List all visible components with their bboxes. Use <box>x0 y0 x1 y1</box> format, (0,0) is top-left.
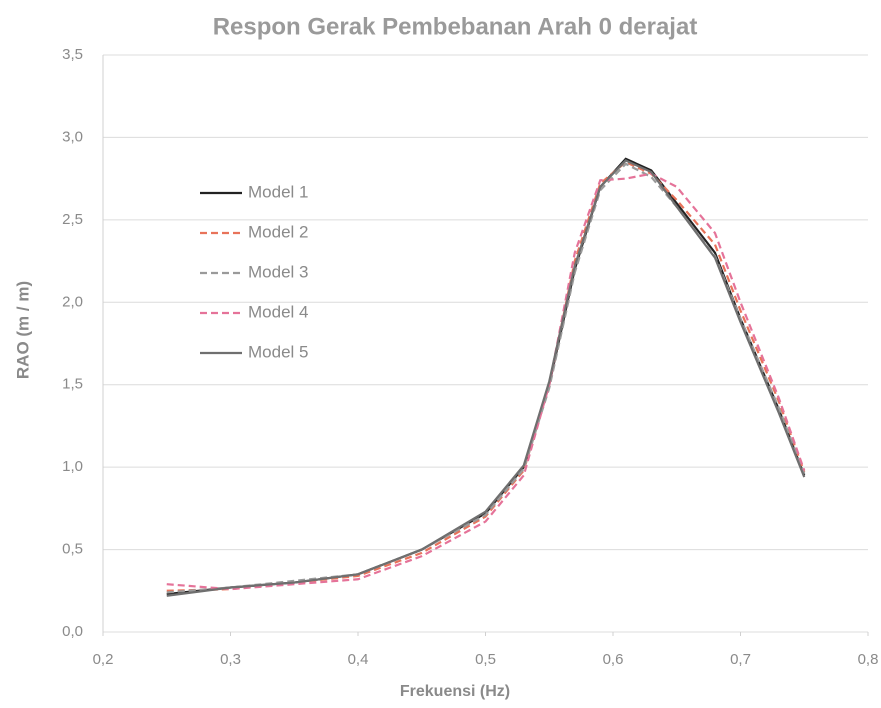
page: Respon Gerak Pembebanan Arah 0 derajat F… <box>0 0 881 708</box>
x-tick-label: 0,8 <box>858 651 879 668</box>
legend-label: Model 4 <box>248 302 308 321</box>
legend-label: Model 2 <box>248 222 308 241</box>
y-tick-label: 2,5 <box>62 211 83 228</box>
x-axis-label: Frekuensi (Hz) <box>400 683 510 700</box>
y-tick-label: 2,0 <box>62 293 83 310</box>
chart-title: Respon Gerak Pembebanan Arah 0 derajat <box>213 13 698 40</box>
legend-label: Model 1 <box>248 182 308 201</box>
legend-label: Model 5 <box>248 342 308 361</box>
y-tick-label: 3,5 <box>62 46 83 63</box>
x-tick-label: 0,4 <box>348 651 369 668</box>
y-tick-label: 0,5 <box>62 541 83 558</box>
x-tick-label: 0,3 <box>220 651 241 668</box>
y-tick-label: 1,0 <box>62 458 83 475</box>
x-tick-label: 0,7 <box>730 651 751 668</box>
y-axis-label: RAO (m / m) <box>13 281 32 379</box>
chart: Respon Gerak Pembebanan Arah 0 derajat F… <box>0 0 881 708</box>
x-tick-label: 0,5 <box>475 651 496 668</box>
x-tick-label: 0,6 <box>603 651 624 668</box>
legend-label: Model 3 <box>248 262 308 281</box>
x-tick-label: 0,2 <box>93 651 114 668</box>
y-tick-label: 0,0 <box>62 623 83 640</box>
y-tick-label: 3,0 <box>62 128 83 145</box>
y-tick-label: 1,5 <box>62 376 83 393</box>
